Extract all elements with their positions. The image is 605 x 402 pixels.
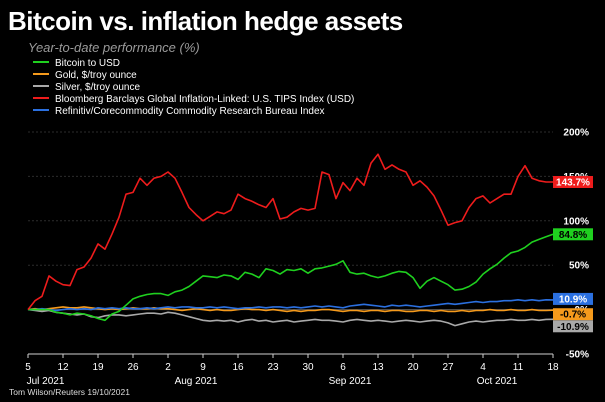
y-tick-label-5: -50%	[566, 350, 589, 361]
series-line-bitcoin	[28, 233, 554, 322]
x-tick-label-13: 4	[480, 362, 486, 373]
x-tick-label-5: 9	[200, 362, 206, 373]
end-label-tips: 143.7%	[556, 177, 590, 188]
source-credit: Tom Wilson/Reuters 19/10/2021	[9, 387, 130, 397]
x-tick-label-9: 6	[340, 362, 346, 373]
x-tick-label-15: 18	[547, 362, 559, 373]
legend-swatch-tips	[33, 97, 49, 100]
x-tick-label-8: 30	[302, 362, 314, 373]
end-label-bitcoin: 84.8%	[559, 230, 587, 241]
x-tick-label-1: 12	[57, 362, 69, 373]
x-tick-label-4: 2	[165, 362, 171, 373]
legend-swatch-crb	[33, 109, 49, 112]
x-month-label-3: Oct 2021	[477, 376, 518, 387]
x-tick-label-0: 5	[25, 362, 31, 373]
legend-swatch-bitcoin	[33, 61, 49, 64]
legend-swatch-silver	[33, 85, 49, 88]
y-tick-label-0: 200%	[563, 128, 589, 139]
end-label-gold: -0.7%	[560, 310, 586, 321]
x-tick-label-2: 19	[92, 362, 104, 373]
end-label-silver: -10.9%	[557, 322, 589, 333]
x-tick-label-12: 27	[442, 362, 454, 373]
series-line-crb	[28, 298, 554, 312]
legend-label-gold: Gold, $/troy ounce	[55, 70, 137, 81]
legend-item-tips: Bloomberg Barclays Global Inflation-Link…	[33, 94, 354, 106]
x-tick-label-6: 16	[232, 362, 244, 373]
x-tick-label-3: 26	[127, 362, 139, 373]
legend-swatch-gold	[33, 73, 49, 76]
chart-title: Bitcoin vs. inflation hedge assets	[8, 6, 403, 36]
x-tick-label-14: 11	[513, 362, 524, 373]
legend-label-tips: Bloomberg Barclays Global Inflation-Link…	[55, 94, 355, 105]
x-month-label-2: Sep 2021	[329, 376, 372, 387]
legend-label-bitcoin: Bitcoin to USD	[55, 58, 121, 69]
end-label-box-crb	[553, 292, 593, 305]
x-month-label-0: Jul 2021	[27, 376, 65, 387]
end-label-box-silver	[553, 320, 593, 333]
series-line-silver	[27, 308, 554, 327]
x-month-label-1: Aug 2021	[175, 376, 218, 387]
end-label-box-bitcoin	[553, 228, 593, 241]
legend-item-bitcoin: Bitcoin to USD	[33, 58, 354, 70]
x-tick-label-10: 13	[372, 362, 384, 373]
x-tick-label-7: 23	[267, 362, 279, 373]
y-tick-label-3: 50%	[569, 261, 589, 272]
x-tick-label-11: 20	[407, 362, 419, 373]
end-label-crb: 10.9%	[559, 294, 587, 305]
legend-item-gold: Gold, $/troy ounce	[33, 70, 354, 82]
end-label-box-gold	[553, 308, 593, 321]
legend-label-silver: Silver, $/troy ounce	[55, 82, 141, 93]
legend-item-crb: Refinitiv/Corecommodity Commodity Resear…	[33, 106, 354, 118]
chart-subtitle: Year-to-date performance (%)	[28, 40, 200, 55]
series-line-tips	[27, 153, 553, 311]
series-line-gold	[27, 306, 554, 313]
y-tick-label-2: 100%	[563, 216, 589, 227]
legend: Bitcoin to USD Gold, $/troy ounce Silver…	[33, 58, 354, 118]
legend-item-silver: Silver, $/troy ounce	[33, 82, 354, 94]
legend-label-crb: Refinitiv/Corecommodity Commodity Resear…	[55, 106, 325, 117]
end-label-box-tips	[553, 175, 593, 188]
